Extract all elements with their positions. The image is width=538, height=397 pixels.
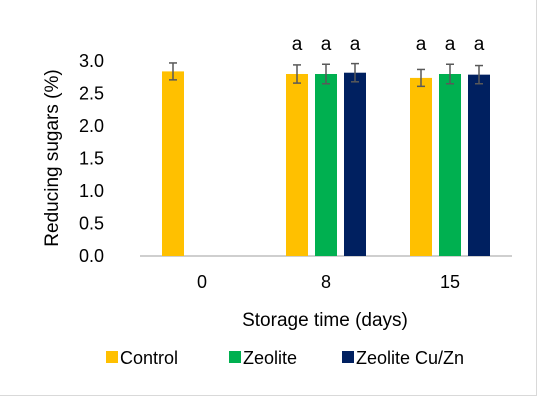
y-tick-label: 2.5: [79, 84, 104, 104]
y-tick-label: 1.5: [79, 149, 104, 169]
significance-letter: a: [416, 34, 427, 55]
bar-control-day-8: [286, 74, 308, 256]
bar-control-day-15: [410, 77, 432, 257]
y-axis-title: Reducing sugars (%): [42, 69, 63, 246]
bar-zeolite-cu-zn-day-8: [344, 72, 366, 256]
legend-swatch-zeolite: [229, 351, 241, 363]
legend-swatch-control: [106, 351, 118, 363]
y-tick-label: 0.0: [79, 246, 104, 266]
bar-zeolite-day-8: [315, 74, 337, 256]
x-tick-label: 8: [321, 272, 331, 292]
y-tick-label: 0.5: [79, 214, 104, 234]
legend-label: Zeolite: [243, 348, 297, 368]
significance-letter: a: [474, 34, 485, 55]
legend-label: Zeolite Cu/Zn: [356, 348, 464, 368]
y-axis-ticks: 0.0 0.5 1.0 1.5 2.0 2.5 3.0: [79, 51, 104, 266]
x-axis-ticks: 0 8 15: [197, 272, 460, 292]
y-tick-label: 1.0: [79, 181, 104, 201]
bar-zeolite-day-15: [439, 74, 461, 256]
significance-letter: a: [292, 34, 303, 55]
x-tick-label: 0: [197, 272, 207, 292]
y-tick-label: 2.0: [79, 116, 104, 136]
significance-letter: a: [350, 34, 361, 55]
significance-letter: a: [321, 34, 332, 55]
bar-zeolite-cu-zn-day-15: [468, 74, 490, 257]
legend: Control Zeolite Zeolite Cu/Zn: [106, 348, 464, 368]
x-axis-title: Storage time (days): [242, 310, 408, 331]
y-tick-label: 3.0: [79, 51, 104, 71]
bar-control-day-0: [162, 71, 184, 257]
x-tick-label: 15: [440, 272, 460, 292]
legend-label: Control: [120, 348, 178, 368]
legend-swatch-zeolite-cu-zn: [342, 351, 354, 363]
significance-letter: a: [445, 34, 456, 55]
